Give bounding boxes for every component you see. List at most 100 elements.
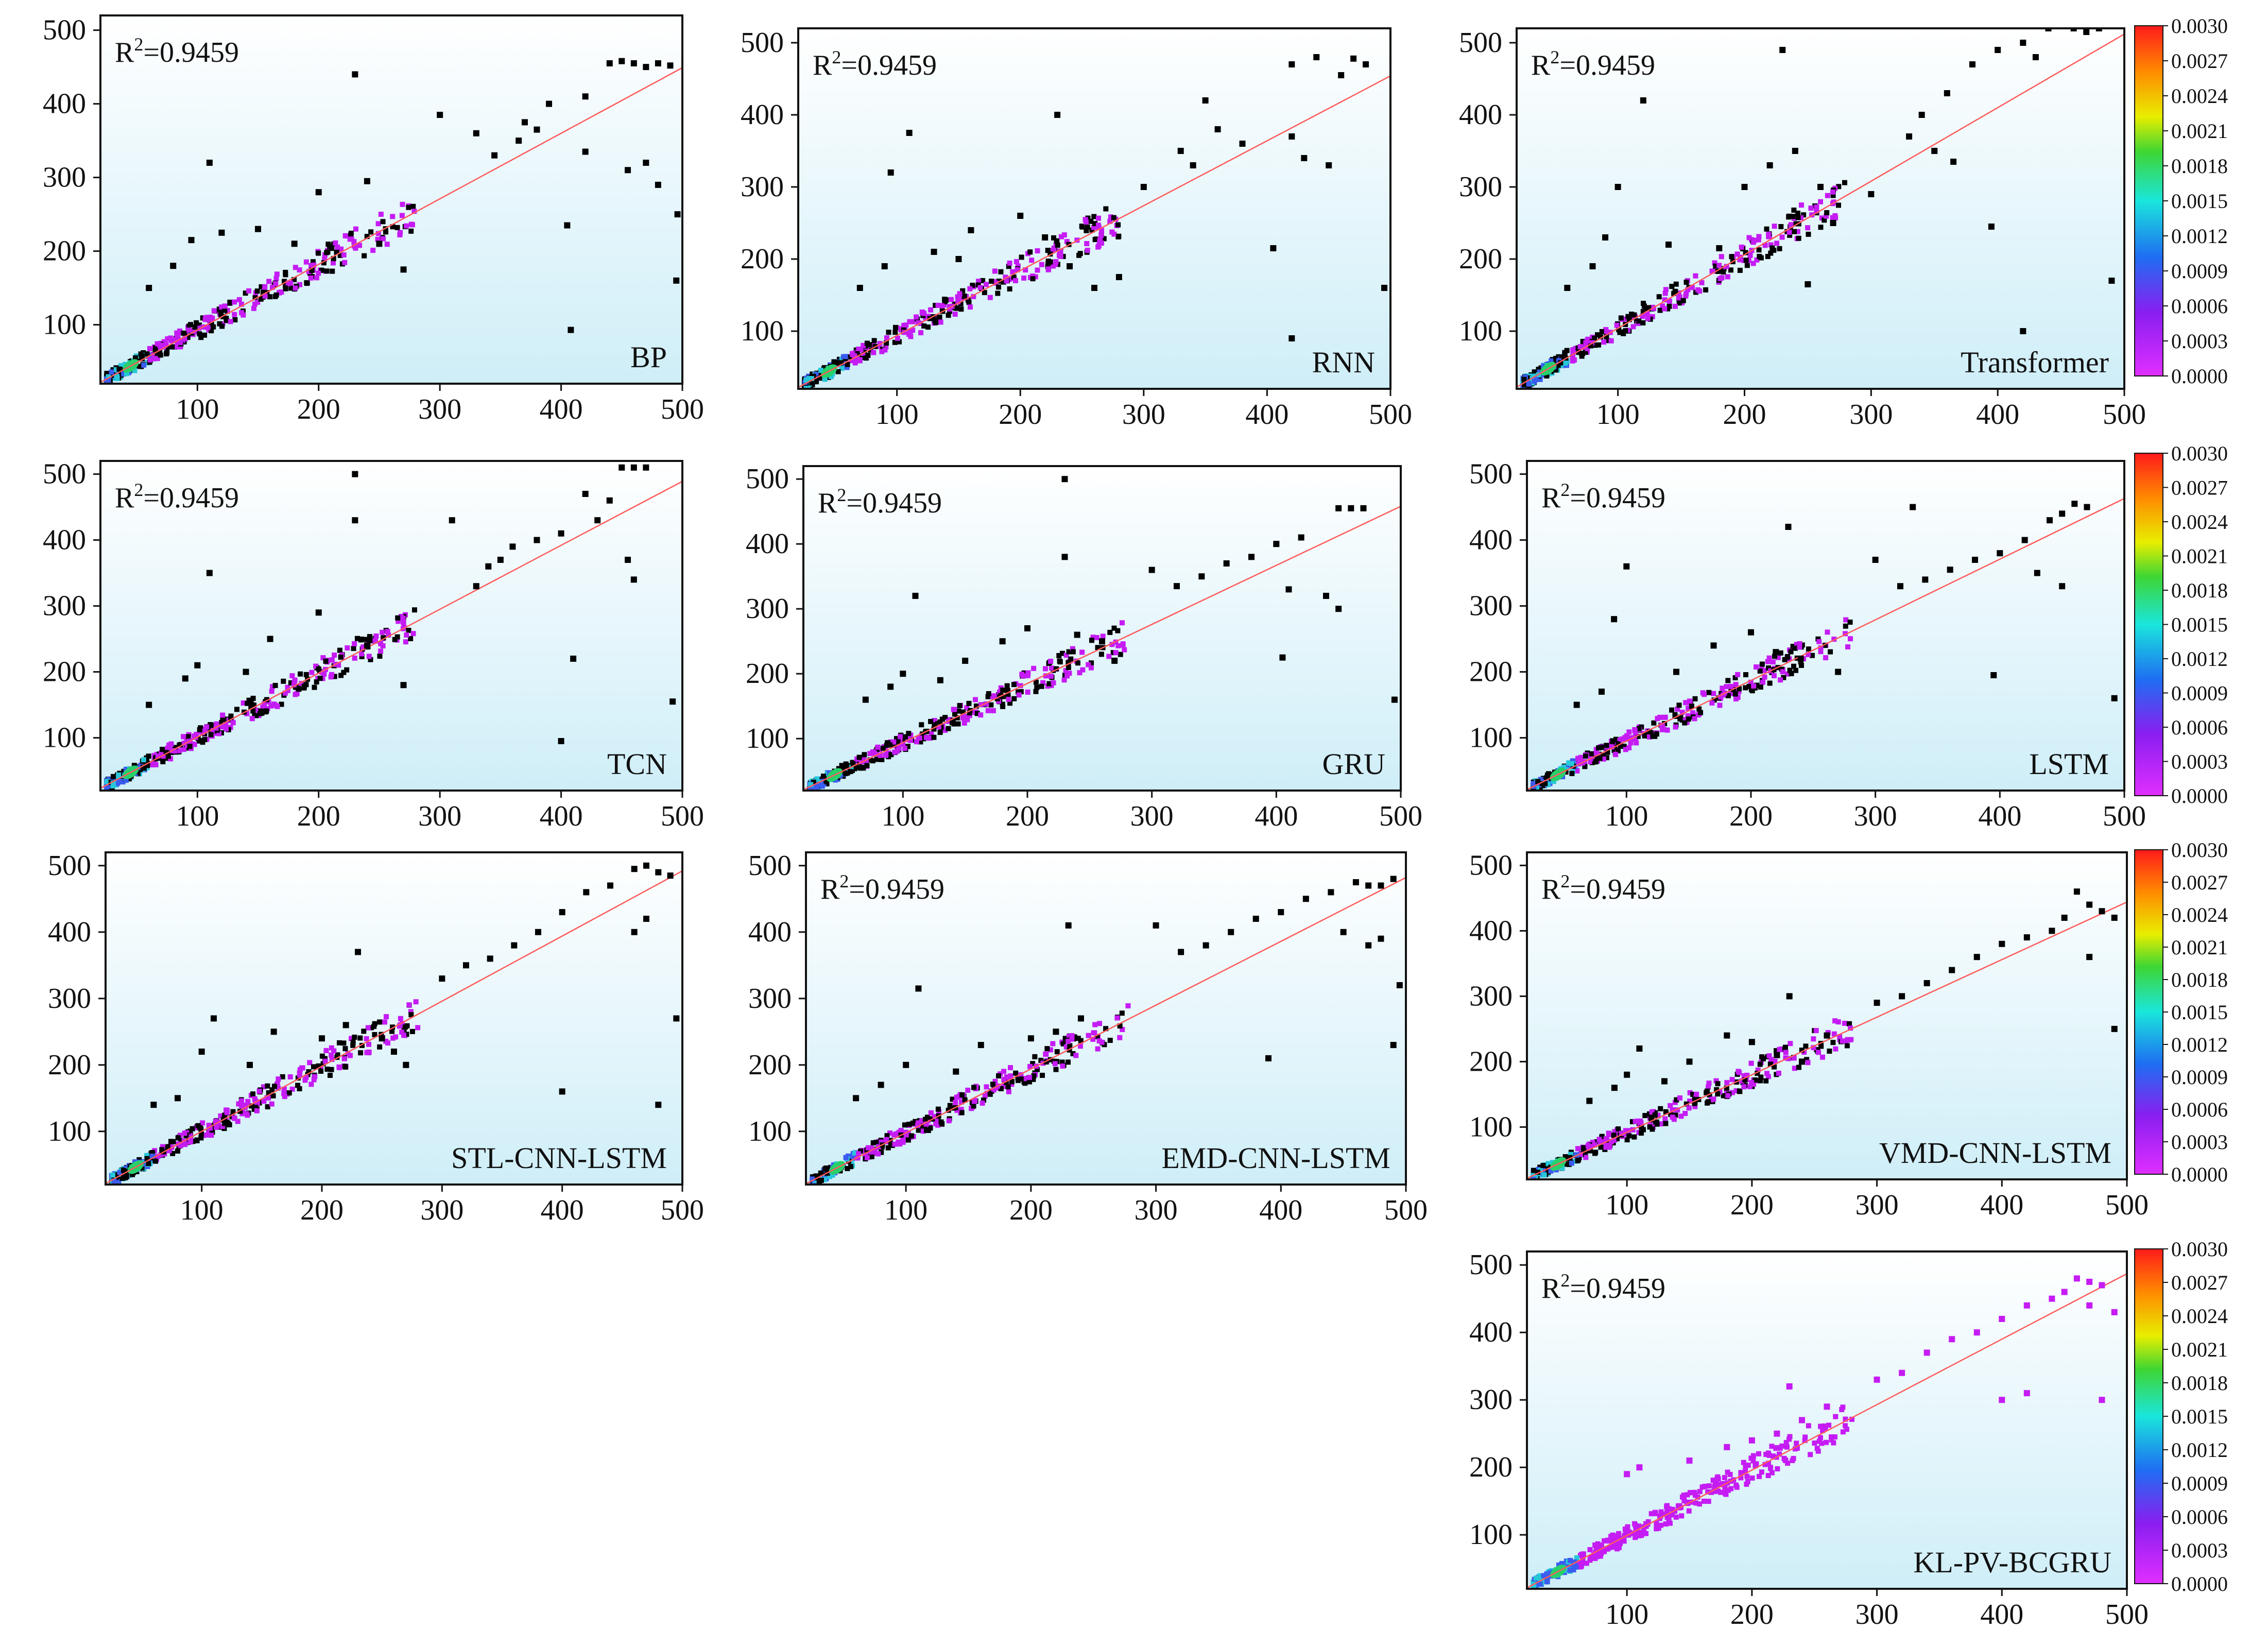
- density-point: [1108, 214, 1113, 220]
- density-point: [1572, 1559, 1577, 1565]
- outlier-point: [1897, 583, 1903, 590]
- density-point: [869, 1154, 874, 1159]
- colorbar-tick-label: 0.0027: [2171, 1271, 2228, 1294]
- density-point: [1058, 253, 1063, 259]
- density-point: [1025, 673, 1030, 678]
- density-point: [1782, 657, 1788, 662]
- density-point: [1760, 679, 1765, 685]
- density-point: [174, 330, 180, 336]
- outlier-point: [630, 60, 637, 66]
- density-point: [1633, 1532, 1638, 1537]
- density-point: [1724, 1080, 1730, 1086]
- density-point: [1597, 334, 1603, 340]
- density-point: [1007, 700, 1013, 706]
- density-point: [1633, 1525, 1639, 1531]
- density-point: [1053, 262, 1058, 267]
- density-point: [210, 315, 215, 321]
- density-point: [1692, 716, 1697, 722]
- density-point: [1587, 1557, 1593, 1563]
- density-point: [903, 322, 909, 328]
- outlier-point: [1178, 949, 1184, 955]
- density-point: [110, 1172, 116, 1178]
- density-point: [1745, 1479, 1750, 1484]
- density-point: [159, 750, 164, 756]
- density-point: [1762, 243, 1768, 248]
- density-point: [367, 638, 373, 643]
- y-tick-label: 100: [43, 309, 86, 341]
- highlight-point: [2086, 1278, 2093, 1285]
- fit-line: [1527, 1273, 2127, 1589]
- y-tick-label: 500: [1469, 1249, 1513, 1281]
- density-point: [843, 354, 848, 359]
- density-point: [368, 229, 374, 235]
- highlight-point: [1624, 1471, 1630, 1478]
- x-tick-label: 200: [1006, 800, 1049, 832]
- density-point: [1758, 684, 1763, 690]
- density-point: [186, 327, 192, 333]
- density-point: [353, 245, 358, 251]
- density-point: [1669, 707, 1675, 713]
- density-point: [1668, 1512, 1674, 1518]
- density-point: [132, 368, 138, 373]
- density-point: [1020, 673, 1026, 679]
- outlier-point: [2086, 901, 2093, 908]
- density-point: [1054, 666, 1059, 672]
- density-point: [234, 707, 239, 712]
- density-point: [227, 299, 233, 305]
- density-point: [991, 1087, 996, 1093]
- density-point: [328, 1072, 333, 1078]
- density-point: [1812, 1440, 1817, 1446]
- density-point: [1088, 665, 1094, 671]
- density-point: [967, 710, 972, 716]
- density-point: [150, 762, 156, 768]
- x-tick-label: 500: [2103, 399, 2146, 431]
- colorbar-tick-label: 0.0006: [2171, 295, 2228, 318]
- density-point: [1648, 1117, 1654, 1123]
- density-point: [1538, 777, 1543, 782]
- density-point: [114, 374, 120, 380]
- density-point: [1823, 1425, 1828, 1431]
- density-point: [121, 371, 127, 377]
- density-point: [1836, 202, 1842, 208]
- density-point: [1661, 1512, 1666, 1517]
- density-point: [987, 1091, 993, 1097]
- density-point: [1616, 327, 1622, 333]
- density-point: [396, 619, 401, 624]
- model-label: KL-PV-BCGRU: [1913, 1546, 2111, 1579]
- density-point: [1125, 1003, 1131, 1008]
- density-point: [1737, 1070, 1742, 1075]
- density-point: [308, 263, 314, 268]
- outlier-point: [1239, 141, 1246, 147]
- density-point: [1728, 1486, 1734, 1491]
- colorbar-tick-label: 0.0018: [2171, 579, 2228, 602]
- density-point: [163, 750, 169, 756]
- density-point: [296, 687, 302, 692]
- density-point: [1749, 1475, 1755, 1481]
- density-point: [1843, 1423, 1848, 1429]
- density-point: [190, 1126, 195, 1131]
- density-point: [978, 712, 984, 718]
- outlier-point: [1686, 1058, 1693, 1065]
- density-point: [1601, 1546, 1607, 1552]
- density-point: [1725, 678, 1731, 683]
- density-point: [1584, 338, 1590, 344]
- density-point: [213, 1119, 218, 1124]
- density-point: [1600, 1139, 1605, 1145]
- density-point: [171, 748, 177, 754]
- outlier-point: [2059, 510, 2066, 517]
- density-point: [316, 270, 321, 276]
- density-point: [1541, 1573, 1547, 1579]
- density-point: [1746, 235, 1752, 241]
- outlier-point: [1640, 97, 1646, 104]
- colorbar-tick-label: 0.0030: [2171, 14, 2228, 38]
- density-point: [245, 1099, 251, 1104]
- outlier-point: [1360, 505, 1367, 511]
- density-point: [1541, 1172, 1547, 1178]
- outlier-point: [977, 1042, 984, 1049]
- density-point: [224, 726, 229, 731]
- outlier-point: [630, 576, 637, 583]
- density-point: [1063, 1044, 1069, 1050]
- density-point: [1019, 254, 1024, 260]
- density-point: [1052, 1061, 1058, 1067]
- density-point: [1755, 1071, 1760, 1076]
